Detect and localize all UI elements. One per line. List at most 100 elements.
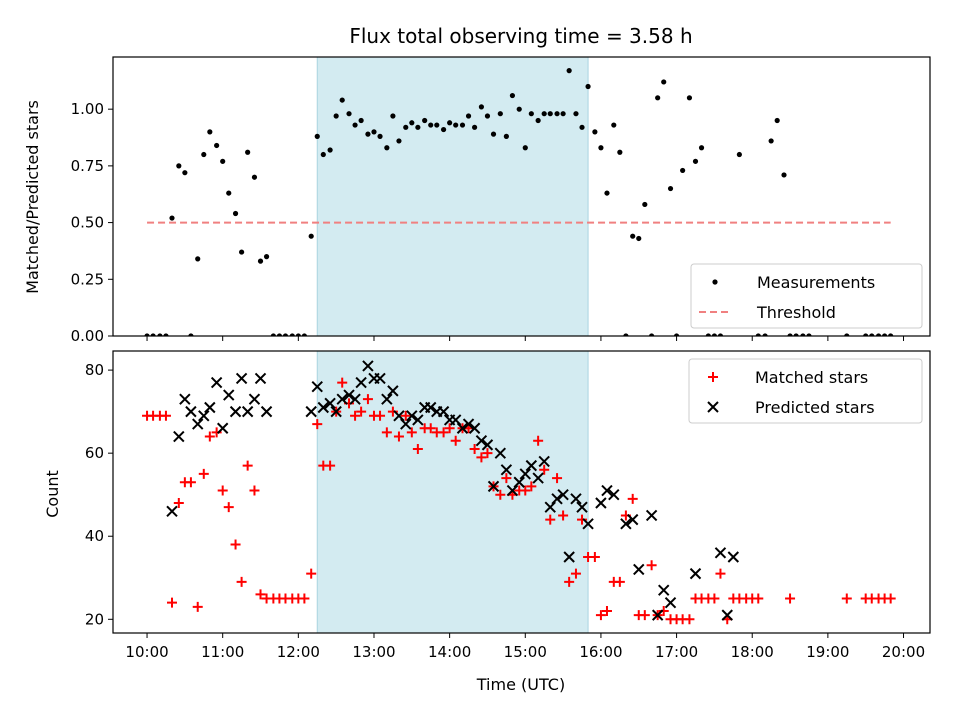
data-point — [185, 405, 197, 418]
data-point — [358, 117, 364, 124]
legend-label: Predicted stars — [755, 398, 875, 417]
data-point — [356, 406, 367, 417]
data-point — [289, 333, 295, 336]
data-point — [160, 410, 171, 421]
data-point — [673, 333, 680, 336]
data-point — [374, 372, 386, 385]
data-point — [520, 485, 531, 496]
legend-marker — [707, 401, 719, 413]
data-point — [689, 567, 702, 580]
data-point — [661, 79, 667, 85]
data-point — [428, 122, 434, 128]
data-point — [242, 460, 253, 471]
data-point — [604, 190, 610, 196]
x-tick-label: 16:00 — [579, 643, 622, 661]
data-point — [185, 477, 196, 488]
legend-marker — [712, 279, 718, 285]
data-point — [444, 423, 455, 434]
data-point — [478, 104, 485, 110]
data-point — [210, 376, 223, 389]
data-point — [608, 488, 620, 501]
data-point — [462, 418, 475, 430]
data-point — [503, 133, 509, 139]
data-point — [863, 333, 869, 336]
data-point — [211, 427, 222, 438]
x-tick-label: 12:00 — [277, 643, 320, 661]
data-point — [362, 360, 374, 372]
data-point — [646, 560, 657, 571]
data-point — [387, 406, 398, 417]
data-point — [533, 435, 544, 446]
data-point — [633, 563, 645, 576]
data-point — [595, 497, 607, 509]
data-point — [220, 158, 226, 164]
data-point — [308, 233, 314, 239]
data-point — [412, 444, 423, 455]
data-point — [169, 215, 175, 221]
plot-area — [144, 68, 894, 336]
data-point — [482, 448, 493, 459]
data-point — [484, 113, 491, 119]
data-point — [324, 397, 336, 410]
data-point — [882, 333, 888, 336]
data-point — [614, 576, 625, 587]
data-point — [257, 258, 264, 264]
data-point — [449, 414, 462, 426]
data-point — [179, 393, 191, 405]
data-point — [157, 333, 163, 336]
x-tick-label: 15:00 — [504, 643, 547, 661]
data-point — [263, 254, 270, 260]
data-point — [381, 393, 393, 405]
data-point — [841, 593, 852, 604]
data-point — [325, 460, 336, 471]
data-point — [377, 133, 383, 139]
data-point — [226, 190, 232, 196]
data-point — [611, 122, 617, 128]
data-point — [235, 372, 248, 385]
y-tick-label: 60 — [85, 444, 104, 462]
data-point — [241, 405, 254, 418]
data-point — [352, 122, 358, 128]
legend-label: Matched stars — [755, 368, 868, 387]
data-point — [711, 333, 718, 336]
data-point — [176, 163, 182, 169]
data-point — [282, 333, 289, 336]
data-point — [249, 485, 260, 496]
data-point — [570, 568, 581, 579]
data-point — [311, 381, 323, 393]
legend-marker — [708, 372, 718, 382]
x-tick-label: 19:00 — [806, 643, 849, 661]
data-point — [570, 493, 582, 505]
data-point — [434, 122, 440, 128]
data-point — [337, 377, 348, 388]
data-point — [375, 410, 386, 421]
data-point — [232, 210, 239, 217]
data-point — [519, 468, 531, 480]
chart-title: Flux total observing time = 3.58 h — [349, 24, 692, 48]
y-tick-label: 1.00 — [71, 100, 104, 118]
data-point — [182, 170, 188, 176]
data-point — [317, 401, 330, 414]
data-point — [487, 480, 500, 493]
data-point — [684, 614, 695, 625]
data-point — [869, 333, 875, 336]
bottom-panel: 20 40 60 80 10:00 11:00 12:00 13:00 14:00 15:00 16… — [85, 350, 931, 661]
data-point — [456, 422, 469, 434]
data-point — [506, 484, 519, 497]
data-point — [163, 333, 169, 336]
data-point — [381, 427, 392, 438]
data-point — [312, 419, 323, 430]
data-point — [481, 439, 494, 451]
data-point — [236, 576, 247, 587]
data-point — [844, 333, 850, 336]
data-point — [551, 493, 563, 505]
data-point — [216, 422, 229, 434]
data-point — [623, 333, 629, 336]
data-point — [390, 113, 396, 119]
data-point — [692, 158, 699, 164]
data-point — [350, 410, 361, 421]
data-point — [167, 597, 178, 608]
data-point — [371, 129, 377, 135]
top-panel: 0.00 0.25 0.50 0.75 1.00 Measurements Threshol… — [71, 56, 931, 345]
x-tick-label: 10:00 — [125, 643, 168, 661]
